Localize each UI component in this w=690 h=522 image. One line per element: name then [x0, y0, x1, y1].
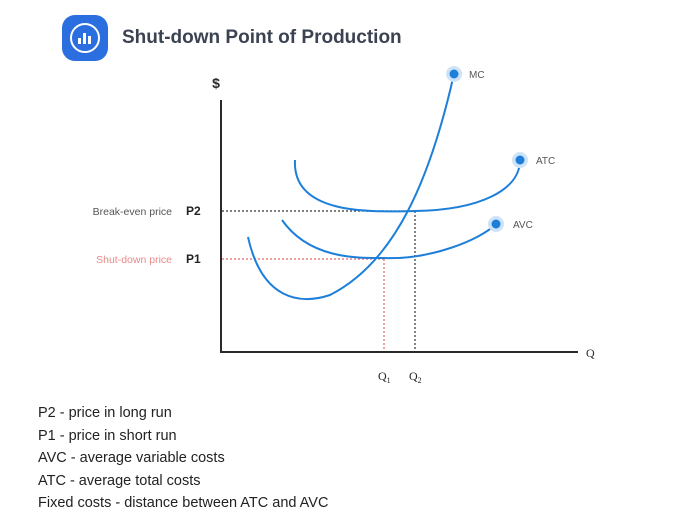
shut-down-price-label: Shut-down price	[96, 254, 172, 266]
atc-label: ATC	[536, 156, 555, 167]
p2-label: P2	[186, 204, 201, 218]
avc-marker	[491, 219, 501, 229]
q1-letter: Q	[378, 369, 387, 383]
bar-chart-icon	[62, 15, 108, 61]
note-p1: P1 - price in short run	[38, 427, 177, 444]
note-avc: AVC - average variable costs	[38, 450, 225, 466]
mc-marker	[449, 69, 459, 79]
chart: $ Q MC ATC AVC Break-even price P2 Shut-…	[93, 66, 595, 385]
notes-list: P2 - price in long run P1 - price in sho…	[38, 402, 328, 515]
atc-curve	[293, 159, 521, 213]
note-atc: ATC - average total costs	[38, 472, 201, 489]
q1-label: Q1	[378, 369, 391, 385]
note-p2: P2 - price in long run	[38, 405, 172, 421]
header: Shut-down Point of Production	[62, 14, 402, 62]
break-even-price-label: Break-even price	[93, 206, 173, 218]
avc-curve	[281, 219, 497, 260]
note-fixed-costs: Fixed costs - distance between ATC and A…	[38, 495, 329, 511]
p1-label: P1	[186, 252, 201, 266]
atc-marker	[515, 155, 525, 165]
page-title: Shut-down Point of Production	[122, 27, 402, 48]
x-axis-label: Q	[586, 346, 595, 360]
q2-letter: Q	[409, 369, 418, 383]
y-axis-label: $	[212, 75, 220, 91]
mc-label: MC	[469, 70, 485, 81]
mc-curve	[247, 73, 455, 301]
q2-label: Q2	[409, 369, 422, 385]
avc-label: AVC	[513, 220, 533, 231]
q1-subscript: 1	[387, 376, 391, 385]
q2-subscript: 2	[418, 376, 422, 385]
